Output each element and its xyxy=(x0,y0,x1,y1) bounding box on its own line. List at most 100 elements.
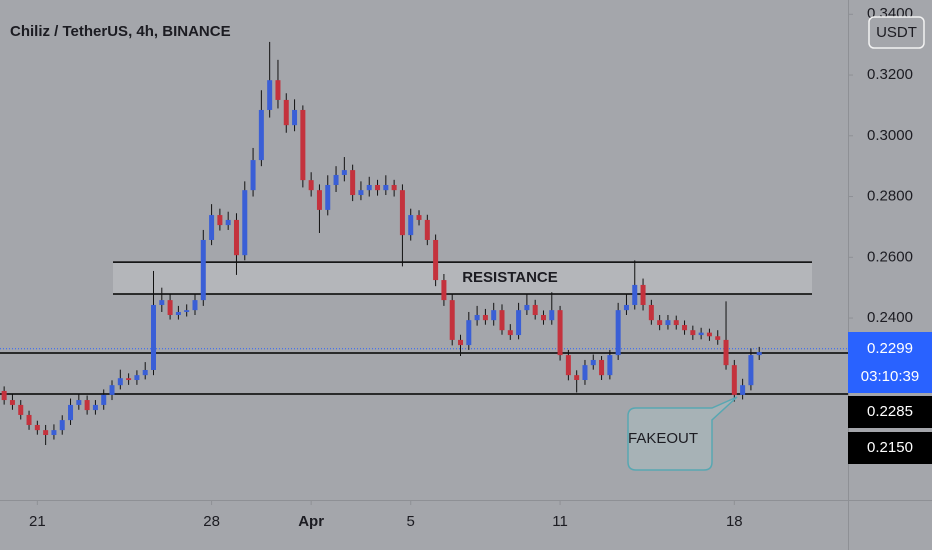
candle-body xyxy=(756,352,762,356)
candle-body xyxy=(217,215,223,226)
candle-body xyxy=(441,280,447,301)
candle-body xyxy=(341,170,347,175)
candle-body xyxy=(408,215,414,236)
candle-body xyxy=(540,315,546,321)
candle-body xyxy=(565,355,571,376)
currency-button[interactable] xyxy=(868,16,925,49)
level-label: 0.2285 xyxy=(867,403,913,420)
x-tick-label: 11 xyxy=(552,513,568,530)
candle-body xyxy=(333,174,339,185)
candle-body xyxy=(233,219,239,256)
resistance-zone xyxy=(113,262,812,295)
candle-body xyxy=(665,320,671,326)
candle-body xyxy=(516,310,522,336)
candle-body xyxy=(748,355,754,386)
annotation-box xyxy=(627,396,738,471)
candle-body xyxy=(682,325,688,331)
candle-body xyxy=(283,99,289,126)
candle-body xyxy=(416,215,422,220)
candle-body xyxy=(175,311,181,316)
candle-body xyxy=(358,190,364,196)
candle-body xyxy=(706,332,712,337)
candle-body xyxy=(648,304,654,321)
candle-body xyxy=(698,332,704,336)
candle-body xyxy=(574,375,580,381)
level-label: 0.2150 xyxy=(867,439,913,456)
candle-body xyxy=(549,310,555,321)
last-price-label: 0.2299 xyxy=(867,340,913,357)
candle-body xyxy=(34,424,40,431)
candle-body xyxy=(599,359,605,376)
candle-body xyxy=(200,239,206,301)
candle-body xyxy=(76,400,82,405)
candle-body xyxy=(18,404,24,415)
candle-body xyxy=(424,219,430,240)
y-tick-label: 0.2800 xyxy=(867,188,913,205)
candle-body xyxy=(242,190,248,256)
candle-body xyxy=(623,304,629,311)
candle-body xyxy=(499,310,505,331)
resistance-label: RESISTANCE xyxy=(462,269,558,286)
candle-body xyxy=(715,336,721,340)
candle-body xyxy=(383,184,389,191)
candle-body xyxy=(375,184,381,191)
candle-body xyxy=(142,369,148,376)
y-tick-label: 0.2600 xyxy=(867,248,913,265)
candle-body xyxy=(433,239,439,281)
candle-body xyxy=(632,284,638,305)
candle-body xyxy=(192,300,198,311)
candle-body xyxy=(308,180,314,191)
currency-label[interactable]: USDT xyxy=(876,24,917,41)
plot-area: RESISTANCE FAKEOUT xyxy=(0,41,848,471)
level-tag xyxy=(848,432,932,464)
candle-body xyxy=(159,300,165,305)
candle-body xyxy=(615,310,621,356)
candle-body xyxy=(167,300,173,316)
candle-body xyxy=(474,315,480,321)
candle-body xyxy=(673,320,679,326)
candle-body xyxy=(68,404,74,421)
candle-body xyxy=(399,190,405,236)
candle-body xyxy=(391,184,397,191)
candle-body xyxy=(109,385,115,395)
candle-body xyxy=(482,315,488,321)
x-tick-label: 5 xyxy=(407,513,415,530)
candle-body xyxy=(225,219,231,226)
candle-body xyxy=(134,375,140,381)
x-tick-label: Apr xyxy=(298,513,324,530)
candle-body xyxy=(292,109,298,126)
candle-body xyxy=(9,400,15,405)
candle-body xyxy=(26,414,32,425)
candle-body xyxy=(316,190,322,210)
candle-body xyxy=(491,310,497,321)
candle-body xyxy=(607,355,613,376)
candle-body xyxy=(101,394,107,405)
candle-body xyxy=(43,430,49,435)
candle-body xyxy=(151,304,157,370)
candle-body xyxy=(1,390,7,401)
candle-body xyxy=(449,300,455,340)
y-tick-label: 0.2400 xyxy=(867,309,913,326)
candle-body xyxy=(590,359,596,366)
candle-body xyxy=(690,330,696,336)
candle-body xyxy=(250,160,256,191)
candle-body xyxy=(184,310,190,312)
candle-body xyxy=(458,339,464,346)
candle-body xyxy=(92,404,98,411)
candle-body xyxy=(267,80,273,110)
candle-body xyxy=(731,365,737,395)
candle-body xyxy=(84,400,90,411)
chart-title: Chiliz / TetherUS, 4h, BINANCE xyxy=(10,23,231,40)
candle-body xyxy=(723,339,729,366)
candle-body xyxy=(275,80,281,100)
last-price-tag xyxy=(848,332,932,393)
candle-body xyxy=(507,330,513,336)
candle-body xyxy=(466,320,472,346)
countdown-label: 03:10:39 xyxy=(861,368,919,385)
candle-body xyxy=(532,304,538,316)
candle-body xyxy=(557,310,563,356)
candle-body xyxy=(51,430,57,435)
